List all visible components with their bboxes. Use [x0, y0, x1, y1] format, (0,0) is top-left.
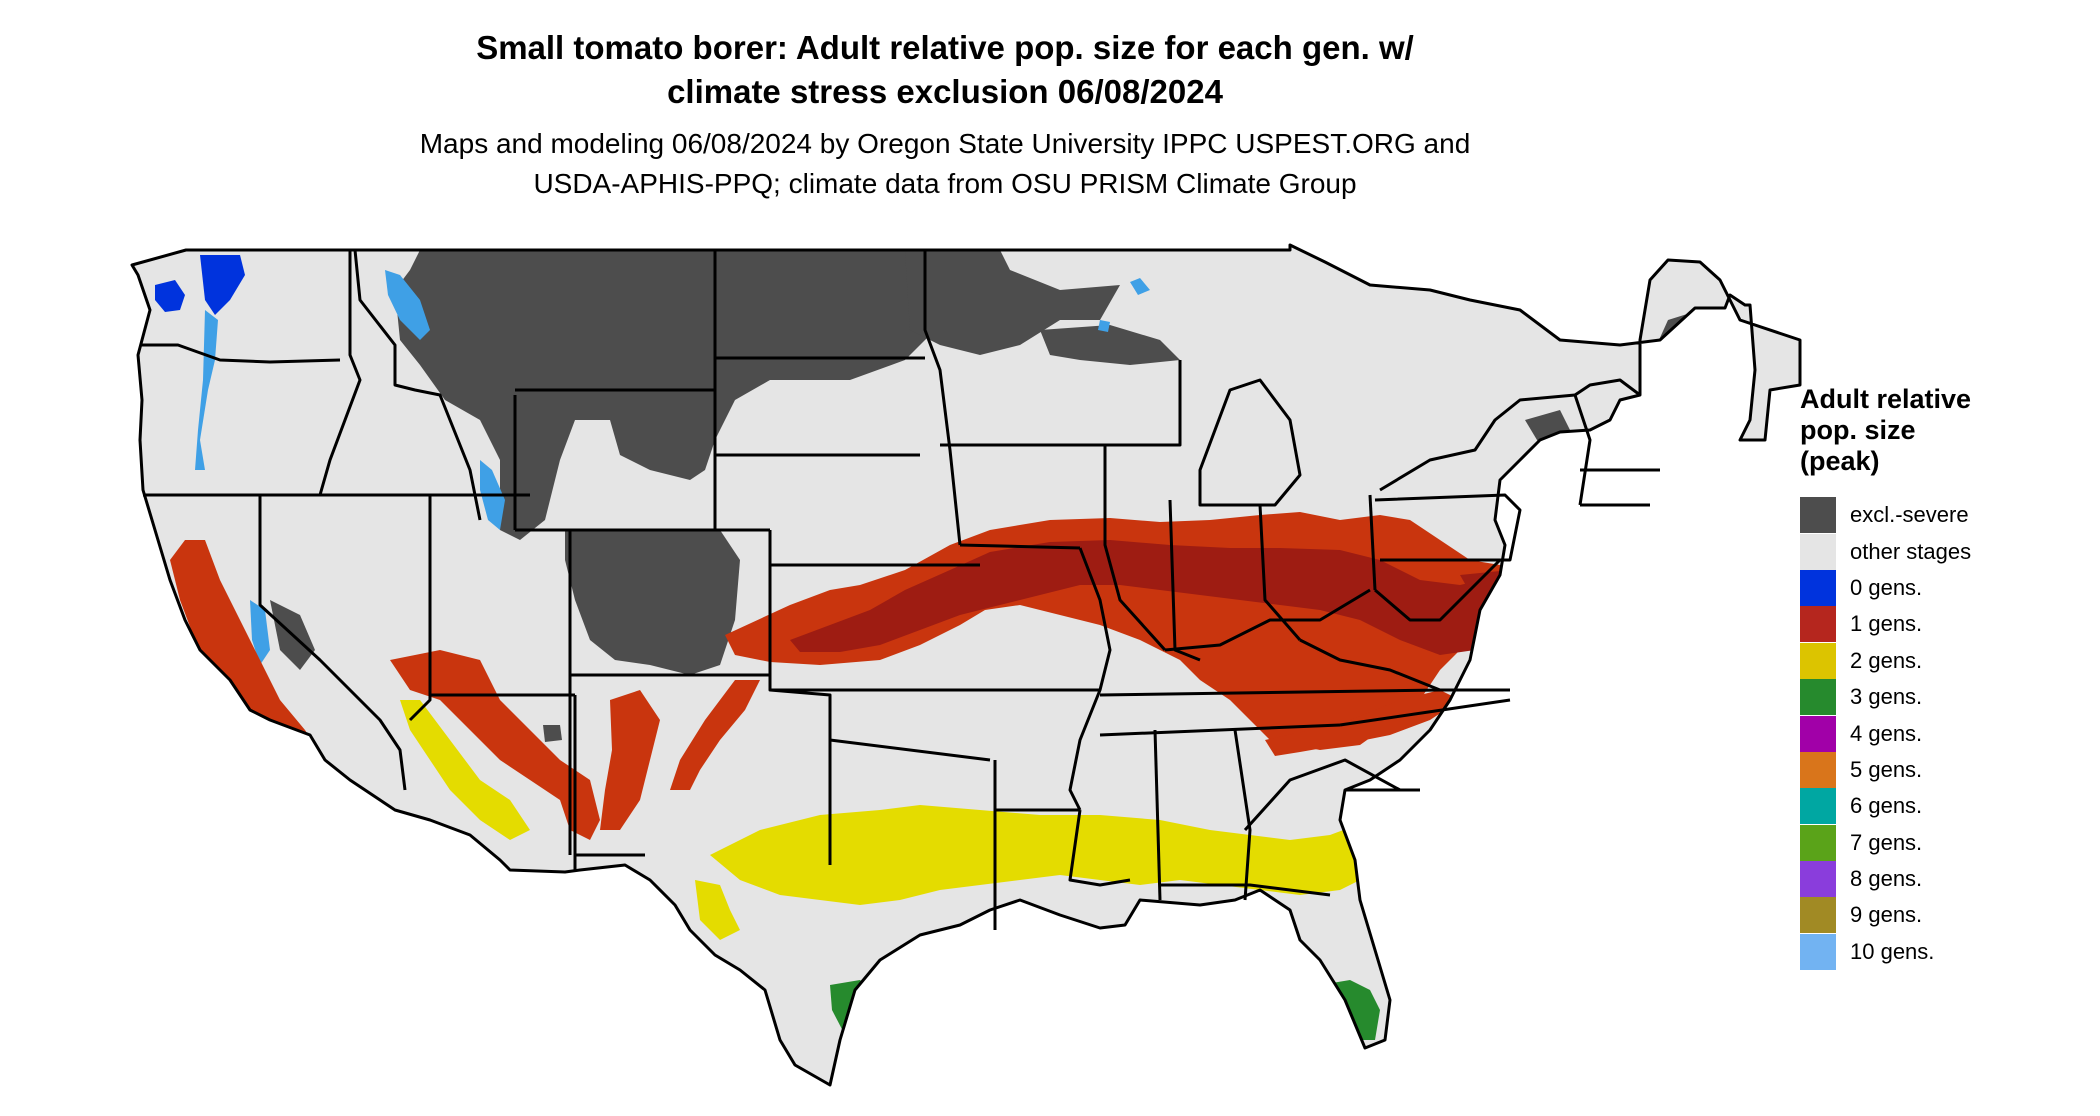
- legend-label: 3 gens.: [1850, 684, 1923, 710]
- legend-item: other stages: [1800, 533, 2090, 570]
- subtitle-line-1: Maps and modeling 06/08/2024 by Oregon S…: [419, 128, 1471, 159]
- legend-title-line-3: (peak): [1800, 446, 1880, 476]
- legend-swatch: [1800, 533, 1836, 570]
- legend-swatch: [1800, 606, 1836, 643]
- map-title: Small tomato borer: Adult relative pop. …: [0, 26, 1890, 114]
- subtitle-line-2: USDA-APHIS-PPQ; climate data from OSU PR…: [533, 168, 1357, 199]
- zero-gen-region: [155, 255, 245, 315]
- legend-swatch: [1800, 751, 1836, 788]
- legend-item: 2 gens.: [1800, 642, 2090, 679]
- legend-swatch: [1800, 642, 1836, 679]
- legend-item: 3 gens.: [1800, 679, 2090, 716]
- legend-label: 4 gens.: [1850, 720, 1923, 746]
- legend-swatch: [1800, 788, 1836, 825]
- legend-item: 5 gens.: [1800, 751, 2090, 788]
- legend-swatch: [1800, 897, 1836, 934]
- legend-title-line-1: Adult relative: [1800, 384, 1972, 414]
- legend-label: 10 gens.: [1850, 938, 1935, 964]
- legend-title-line-2: pop. size: [1800, 415, 1916, 445]
- land-base: [132, 245, 1800, 1085]
- legend-label: 6 gens.: [1850, 793, 1923, 819]
- legend: Adult relative pop. size (peak) excl.-se…: [1800, 384, 2090, 970]
- three-gen-region: [830, 980, 1380, 1060]
- legend-label: 2 gens.: [1850, 647, 1923, 673]
- legend-item: 9 gens.: [1800, 897, 2090, 934]
- legend-label: 0 gens.: [1850, 574, 1923, 600]
- legend-label: 8 gens.: [1850, 866, 1923, 892]
- two-gen-region: [400, 700, 1410, 940]
- legend-title: Adult relative pop. size (peak): [1800, 384, 2090, 477]
- legend-item: 8 gens.: [1800, 861, 2090, 898]
- legend-item: 6 gens.: [1800, 788, 2090, 825]
- ten-gen-region: [195, 270, 1150, 665]
- title-line-2: climate stress exclusion 06/08/2024: [667, 73, 1223, 110]
- legend-swatch: [1800, 824, 1836, 861]
- legend-swatch: [1800, 569, 1836, 606]
- legend-label: 5 gens.: [1850, 756, 1923, 782]
- map-subtitle: Maps and modeling 06/08/2024 by Oregon S…: [0, 124, 1890, 204]
- legend-item: 0 gens.: [1800, 569, 2090, 606]
- legend-label: 7 gens.: [1850, 829, 1923, 855]
- legend-label: other stages: [1850, 538, 1972, 564]
- legend-label: 1 gens.: [1850, 611, 1923, 637]
- state-borders: [130, 243, 1802, 1087]
- legend-swatch: [1800, 933, 1836, 970]
- legend-item: 10 gens.: [1800, 933, 2090, 970]
- legend-swatch: [1800, 715, 1836, 752]
- legend-swatch: [1800, 861, 1836, 898]
- legend-label: 9 gens.: [1850, 902, 1923, 928]
- legend-item: 7 gens.: [1800, 824, 2090, 861]
- legend-swatch: [1800, 497, 1836, 534]
- legend-swatch: [1800, 679, 1836, 716]
- legend-item: excl.-severe: [1800, 497, 2090, 534]
- legend-item: 1 gens.: [1800, 606, 2090, 643]
- legend-label: excl.-severe: [1850, 502, 1969, 528]
- legend-items: excl.-severe other stages 0 gens. 1 gens. 2 …: [1800, 497, 2090, 970]
- title-line-1: Small tomato borer: Adult relative pop. …: [476, 29, 1414, 66]
- legend-item: 4 gens.: [1800, 715, 2090, 752]
